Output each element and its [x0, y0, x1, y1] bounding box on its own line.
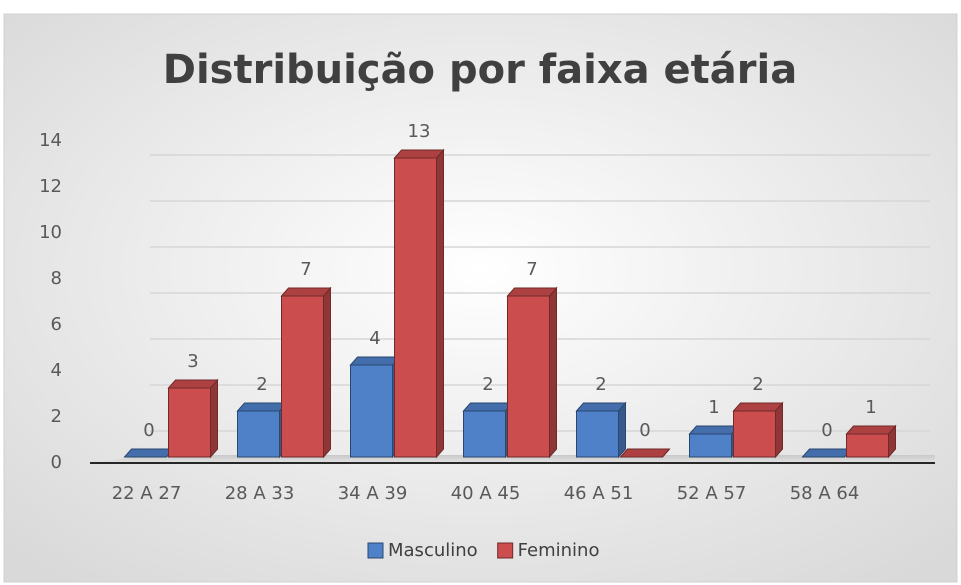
bar-front: [507, 295, 550, 458]
bar: [619, 448, 671, 458]
y-tick-label: 4: [51, 360, 62, 381]
bar: [393, 148, 445, 459]
legend-label: Feminino: [518, 540, 600, 561]
bar-top: [349, 356, 401, 366]
bar: [167, 378, 219, 459]
bar-front: [733, 410, 776, 458]
bar-top: [462, 402, 514, 412]
bar: [462, 401, 514, 459]
bar-side: [775, 401, 783, 459]
data-label: 2: [256, 374, 267, 395]
y-tick-label: 14: [39, 130, 62, 151]
legend-swatch: [367, 542, 384, 559]
bar-top: [688, 425, 740, 435]
bar-front: [350, 364, 393, 458]
data-label: 13: [408, 121, 431, 142]
bar: [280, 286, 332, 459]
bar-side: [618, 401, 626, 459]
bar-front: [168, 387, 211, 458]
x-tick-label: 40 A 45: [451, 483, 521, 504]
y-tick-label: 6: [51, 314, 62, 335]
bar: [688, 424, 740, 459]
data-label: 2: [752, 374, 763, 395]
data-label: 1: [865, 397, 876, 418]
y-tick-label: 8: [51, 268, 62, 289]
bar-front: [281, 295, 324, 458]
bar: [236, 401, 288, 459]
data-label: 1: [708, 397, 719, 418]
bar: [349, 355, 401, 459]
bar-top: [280, 287, 332, 297]
data-label: 2: [482, 374, 493, 395]
data-label: 3: [187, 351, 198, 372]
bar-front: [576, 410, 619, 458]
bar: [845, 424, 897, 459]
bar-top: [619, 448, 671, 458]
bar-side: [549, 286, 557, 459]
bar: [506, 286, 558, 459]
chart-background: [3, 13, 958, 583]
y-tick-label: 2: [51, 406, 62, 427]
legend-label: Masculino: [388, 540, 478, 561]
x-tick-label: 58 A 64: [790, 483, 860, 504]
data-label: 0: [821, 420, 832, 441]
data-label: 2: [595, 374, 606, 395]
bar-top: [123, 448, 175, 458]
data-label: 7: [526, 259, 537, 280]
bar: [732, 401, 784, 459]
bar-side: [436, 148, 444, 459]
bar-front: [689, 433, 732, 458]
data-label: 7: [300, 259, 311, 280]
bar-top: [845, 425, 897, 435]
bar-top: [167, 379, 219, 389]
bar-front: [463, 410, 506, 458]
bar-front: [394, 157, 437, 458]
bar-top: [506, 287, 558, 297]
bar-top: [575, 402, 627, 412]
legend-swatch: [497, 542, 514, 559]
bar: [801, 448, 853, 458]
bar-side: [210, 378, 218, 459]
x-tick-label: 28 A 33: [225, 483, 295, 504]
x-tick-label: 34 A 39: [338, 483, 408, 504]
x-tick-label: 22 A 27: [112, 483, 182, 504]
x-tick-label: 46 A 51: [564, 483, 634, 504]
bar: [575, 401, 627, 459]
data-label: 0: [143, 420, 154, 441]
chart-title: Distribuição por faixa etária: [163, 47, 797, 93]
bar-side: [323, 286, 331, 459]
y-tick-label: 12: [39, 176, 62, 197]
bar-front: [846, 433, 889, 458]
data-label: 0: [639, 420, 650, 441]
y-tick-label: 10: [39, 222, 62, 243]
bar-top: [732, 402, 784, 412]
x-tick-label: 52 A 57: [677, 483, 747, 504]
bar: [123, 448, 175, 458]
y-tick-label: 0: [51, 452, 62, 473]
bar-front: [237, 410, 280, 458]
bar-top: [393, 149, 445, 159]
bar-top: [801, 448, 853, 458]
data-label: 4: [369, 328, 380, 349]
bar-top: [236, 402, 288, 412]
